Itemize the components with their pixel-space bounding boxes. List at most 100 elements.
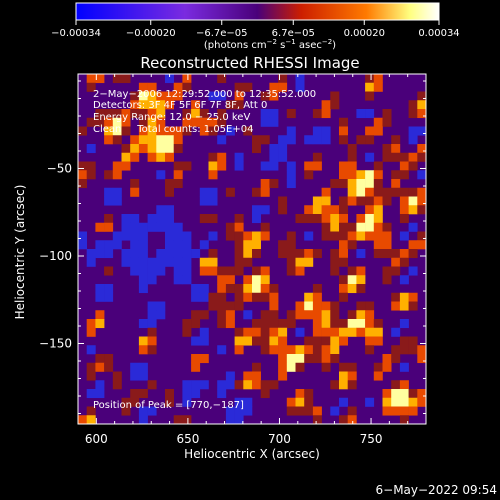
heatmap-cell [365, 152, 375, 162]
heatmap-cell [365, 126, 375, 136]
heatmap-cell [112, 371, 122, 381]
heatmap-cell [138, 336, 148, 346]
heatmap-cell [138, 82, 148, 92]
heatmap-cell [86, 415, 96, 424]
annotation-block: 2−May−2006 12:29:52.000 to 12:35:52.000 … [93, 89, 316, 135]
heatmap-cell [365, 196, 375, 206]
heatmap-cell [417, 126, 426, 136]
heatmap-cell [382, 152, 392, 162]
heatmap-cell [130, 91, 140, 101]
heatmap-cell [156, 126, 166, 136]
heatmap-cell [112, 109, 122, 119]
heatmap-cell [147, 301, 157, 311]
heatmap-cell [269, 336, 279, 346]
heatmap-cell [278, 74, 288, 84]
heatmap-cell [208, 214, 218, 224]
colorbar-tick-label: 0.00034 [418, 28, 459, 39]
heatmap-cell [304, 292, 314, 302]
heatmap-cell [156, 100, 166, 110]
heatmap-cell [382, 362, 392, 372]
heatmap-cell [112, 117, 122, 127]
heatmap-cell [156, 301, 166, 311]
heatmap-cell [104, 284, 114, 294]
heatmap-cell [95, 319, 105, 329]
heatmap-cell [86, 345, 96, 355]
heatmap-cell [278, 371, 288, 381]
heatmap-cell [260, 345, 270, 355]
heatmap-cell [399, 397, 409, 407]
heatmap-cell [408, 109, 418, 119]
heatmap-cell [217, 301, 227, 311]
heatmap-cell [199, 292, 209, 302]
heatmap-cell [243, 397, 253, 407]
heatmap-cell [260, 117, 270, 127]
heatmap-cell [399, 249, 409, 259]
heatmap-cell [321, 301, 331, 311]
heatmap-cell [391, 354, 401, 364]
heatmap-cell [208, 187, 218, 197]
heatmap-cell [191, 109, 201, 119]
heatmap-cell [373, 222, 383, 232]
heatmap-cell [252, 292, 261, 302]
heatmap-cell [191, 336, 201, 346]
heatmap-cell [260, 222, 270, 232]
heatmap-cell [286, 240, 296, 250]
heatmap-cell [286, 161, 296, 171]
heatmap-cell [339, 135, 348, 145]
heatmap-cell [234, 284, 244, 294]
heatmap-cell [260, 327, 270, 337]
heatmap-cell [399, 362, 409, 372]
heatmap-cell [312, 415, 322, 424]
heatmap-cell [382, 187, 392, 197]
heatmap-cell [399, 187, 409, 197]
heatmap-cell [156, 249, 166, 259]
heatmap-cell [208, 126, 218, 136]
heatmap-cell [321, 336, 331, 346]
heatmap-cell [382, 231, 392, 241]
heatmap-cell [217, 152, 227, 162]
heatmap-cell [243, 249, 253, 259]
heatmap-cell [365, 205, 375, 215]
heatmap-cell [278, 345, 288, 355]
annotation-counts: Clean Total counts: 1.05E+04 [93, 124, 253, 135]
footer-timestamp: 6−May−2022 09:54 [376, 483, 498, 497]
heatmap-cell [356, 222, 366, 232]
heatmap-cell [347, 406, 357, 416]
heatmap-cell [269, 91, 279, 101]
heatmap-cell [356, 109, 366, 119]
heatmap-cell [330, 336, 340, 346]
heatmap-cell [269, 301, 279, 311]
heatmap-cell [182, 117, 192, 127]
y-tick-label: −150 [39, 337, 72, 351]
heatmap-cell [399, 275, 409, 285]
heatmap-cell [156, 205, 166, 215]
heatmap-cell [312, 354, 322, 364]
heatmap-cell [391, 135, 401, 145]
heatmap-cell [278, 205, 288, 215]
heatmap-cell [147, 327, 157, 337]
heatmap-cell [130, 240, 140, 250]
heatmap-cell [138, 240, 148, 250]
heatmap-cell [391, 152, 401, 162]
heatmap-cell [339, 319, 348, 329]
heatmap-cell [165, 389, 174, 399]
heatmap-cell [260, 91, 270, 101]
heatmap-cell [365, 336, 375, 346]
heatmap-cell [295, 249, 305, 259]
heatmap-cell [286, 319, 296, 329]
heatmap-cell [330, 205, 340, 215]
heatmap-cell [252, 135, 261, 145]
heatmap-cell [321, 354, 331, 364]
heatmap-cell [78, 126, 87, 136]
heatmap-cell [182, 275, 192, 285]
heatmap-cell [104, 126, 114, 136]
heatmap-cell [408, 222, 418, 232]
heatmap-cell [165, 249, 174, 259]
heatmap-cell [217, 135, 227, 145]
heatmap-cell [243, 327, 253, 337]
heatmap-cell [199, 266, 209, 276]
heatmap-cell [147, 266, 157, 276]
heatmap-cell [252, 336, 261, 346]
heatmap-cell [408, 336, 418, 346]
heatmap-cell [191, 319, 201, 329]
